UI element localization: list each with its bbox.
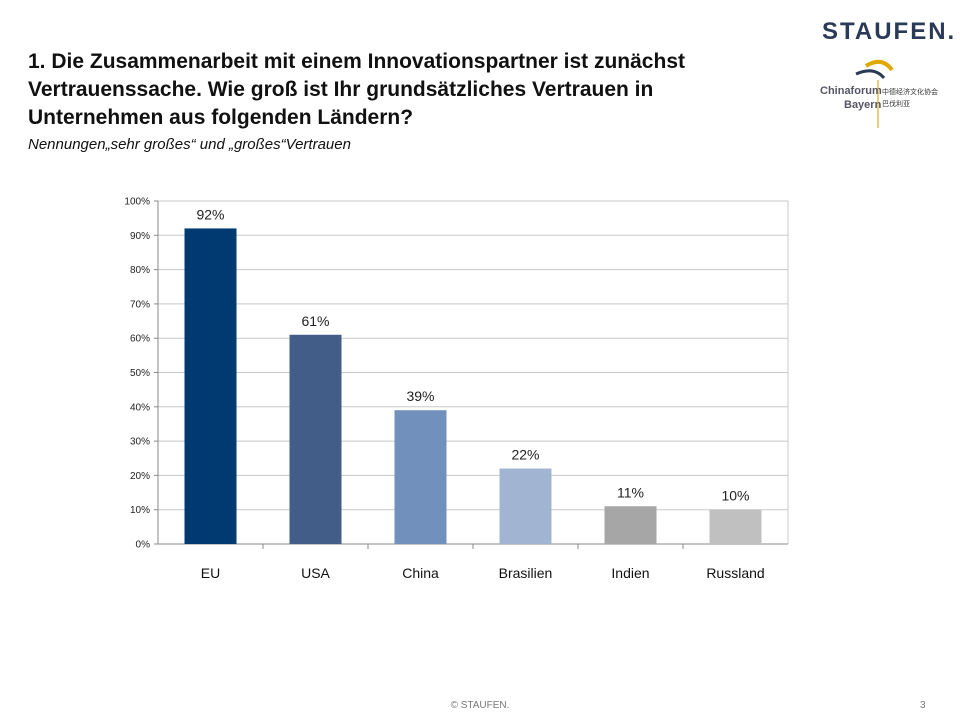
- bar: [289, 334, 342, 544]
- footer-copyright: © STAUFEN.: [450, 700, 510, 711]
- logo-text-cjk-2: 巴伐利亚: [882, 99, 910, 108]
- data-label: 22%: [511, 447, 539, 463]
- bar: [499, 468, 552, 544]
- bar: [184, 228, 237, 544]
- logo-text-cjk-1: 中德经济文化协会: [882, 87, 938, 96]
- data-label: 92%: [196, 206, 224, 222]
- y-tick-label: 80%: [130, 265, 150, 276]
- x-tick-label: Indien: [611, 565, 649, 581]
- swoosh-icon: [864, 59, 894, 72]
- y-tick-label: 90%: [130, 231, 150, 242]
- y-tick-label: 60%: [130, 334, 150, 345]
- slide-title: 1. Die Zusammenarbeit mit einem Innovati…: [28, 50, 685, 129]
- logo-text-bayern: Bayern: [844, 99, 882, 111]
- x-tick-label: USA: [301, 565, 330, 581]
- y-tick-label: 40%: [130, 402, 150, 413]
- x-tick-label: Brasilien: [499, 565, 553, 581]
- data-label: 39%: [406, 388, 434, 404]
- bar: [394, 410, 447, 544]
- y-tick-label: 20%: [130, 471, 150, 482]
- chinaforum-logo: Chinaforum Bayern 中德经济文化协会 巴伐利亚: [820, 59, 938, 128]
- y-tick-label: 30%: [130, 437, 150, 448]
- data-label: 10%: [721, 488, 749, 504]
- x-tick-label: Russland: [706, 565, 764, 581]
- x-tick-label: China: [402, 565, 439, 581]
- data-label: 11%: [617, 484, 644, 500]
- y-tick-label: 100%: [124, 197, 150, 208]
- page-number: 3: [920, 700, 926, 711]
- staufen-logo: STAUFEN.: [822, 18, 957, 45]
- bar: [709, 509, 762, 544]
- slide-subtitle: Nennungen„sehr großes“ und „großes“Vertr…: [28, 136, 351, 153]
- x-tick-label: EU: [201, 565, 220, 581]
- y-tick-label: 70%: [130, 299, 150, 310]
- logo-text-chinaforum: Chinaforum: [820, 85, 882, 97]
- y-tick-label: 50%: [130, 368, 150, 379]
- bar: [604, 506, 657, 544]
- data-label: 61%: [301, 313, 329, 329]
- y-tick-label: 10%: [130, 505, 150, 516]
- y-tick-label: 0%: [136, 540, 151, 551]
